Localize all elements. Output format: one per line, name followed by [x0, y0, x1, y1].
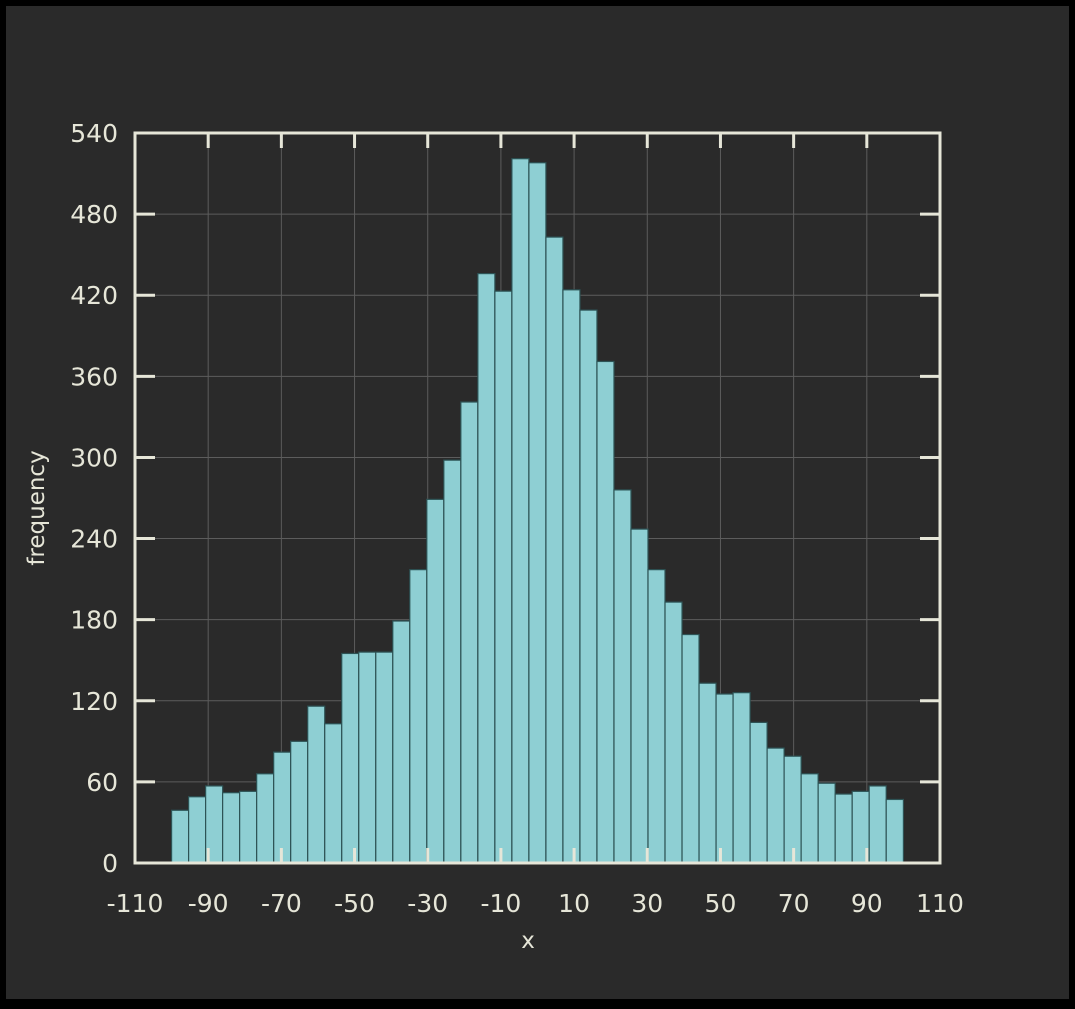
- histogram-bars: [170, 158, 905, 864]
- x-tick-label: -110: [107, 889, 164, 918]
- histogram-bar: [170, 809, 190, 864]
- histogram-bar: [545, 236, 564, 864]
- axis-ticks: [133, 131, 942, 865]
- x-tick-label: -50: [334, 889, 375, 918]
- histogram-bar: [460, 401, 479, 864]
- histogram-bar: [528, 162, 547, 864]
- histogram-bar: [307, 705, 326, 864]
- histogram-bar: [426, 498, 445, 864]
- histogram-bar: [647, 569, 666, 864]
- x-tick-label: 70: [778, 889, 810, 918]
- histogram-bar: [783, 755, 802, 864]
- histogram-bar: [341, 652, 360, 864]
- x-tick-label: -30: [407, 889, 448, 918]
- y-tick-label: 60: [86, 768, 118, 797]
- histogram-bar: [324, 723, 343, 864]
- y-tick-label: 360: [70, 362, 118, 391]
- histogram-bar: [868, 785, 887, 864]
- y-axis-label: frequency: [24, 450, 50, 565]
- histogram-bar: [613, 489, 632, 864]
- y-tick-label: 480: [70, 200, 118, 229]
- histogram-bar: [188, 796, 207, 864]
- histogram-bar: [222, 792, 241, 864]
- plot-frame: [133, 131, 942, 865]
- y-tick-label: 120: [70, 687, 118, 716]
- histogram-bar: [409, 569, 428, 864]
- x-tick-label: 90: [851, 889, 883, 918]
- histogram-bar: [698, 682, 717, 864]
- histogram-bar: [885, 798, 905, 864]
- histogram-bar: [256, 773, 275, 864]
- histogram-bar: [290, 740, 309, 864]
- histogram-bar: [239, 790, 258, 864]
- histogram-bar: [562, 289, 581, 864]
- histogram-bar: [681, 633, 700, 864]
- histogram-bar: [443, 459, 462, 864]
- y-tick-label: 540: [70, 119, 118, 148]
- x-tick-label: 50: [705, 889, 737, 918]
- histogram-bar: [766, 747, 785, 864]
- histogram-bar: [715, 693, 734, 864]
- y-tick-label: 180: [70, 606, 118, 635]
- histogram-bar: [375, 651, 394, 864]
- x-tick-label: 30: [631, 889, 663, 918]
- x-axis-label: x: [521, 928, 535, 954]
- x-tick-labels: -110 -90 -70 -50 -30 -10 10 30 50 70 90 110: [107, 889, 964, 918]
- x-tick-label: -90: [188, 889, 229, 918]
- y-tick-label: 300: [70, 443, 118, 472]
- histogram-bar: [732, 692, 751, 864]
- x-tick-label: 110: [916, 889, 964, 918]
- histogram-bar: [477, 272, 496, 864]
- y-tick-label: 420: [70, 281, 118, 310]
- histogram-bar: [596, 360, 615, 864]
- x-tick-label: -70: [261, 889, 302, 918]
- histogram-bar: [817, 782, 836, 864]
- x-tick-label: -10: [480, 889, 521, 918]
- histogram-bar: [494, 290, 513, 864]
- y-tick-label: 240: [70, 525, 118, 554]
- x-tick-label: 10: [558, 889, 590, 918]
- histogram-bar: [749, 721, 768, 864]
- y-tick-label: 0: [102, 849, 118, 878]
- histogram-bar: [273, 751, 292, 864]
- y-tick-labels: 0 60 120 180 240 300 360 420 480 540: [70, 119, 118, 878]
- histogram-bar: [511, 158, 530, 864]
- histogram-bar: [800, 773, 819, 864]
- histogram-bar: [664, 601, 683, 864]
- histogram-bar: [358, 651, 377, 864]
- histogram-bar: [630, 528, 649, 864]
- histogram-bar: [579, 309, 598, 864]
- histogram-bar: [834, 793, 853, 864]
- histogram-bar: [392, 620, 411, 864]
